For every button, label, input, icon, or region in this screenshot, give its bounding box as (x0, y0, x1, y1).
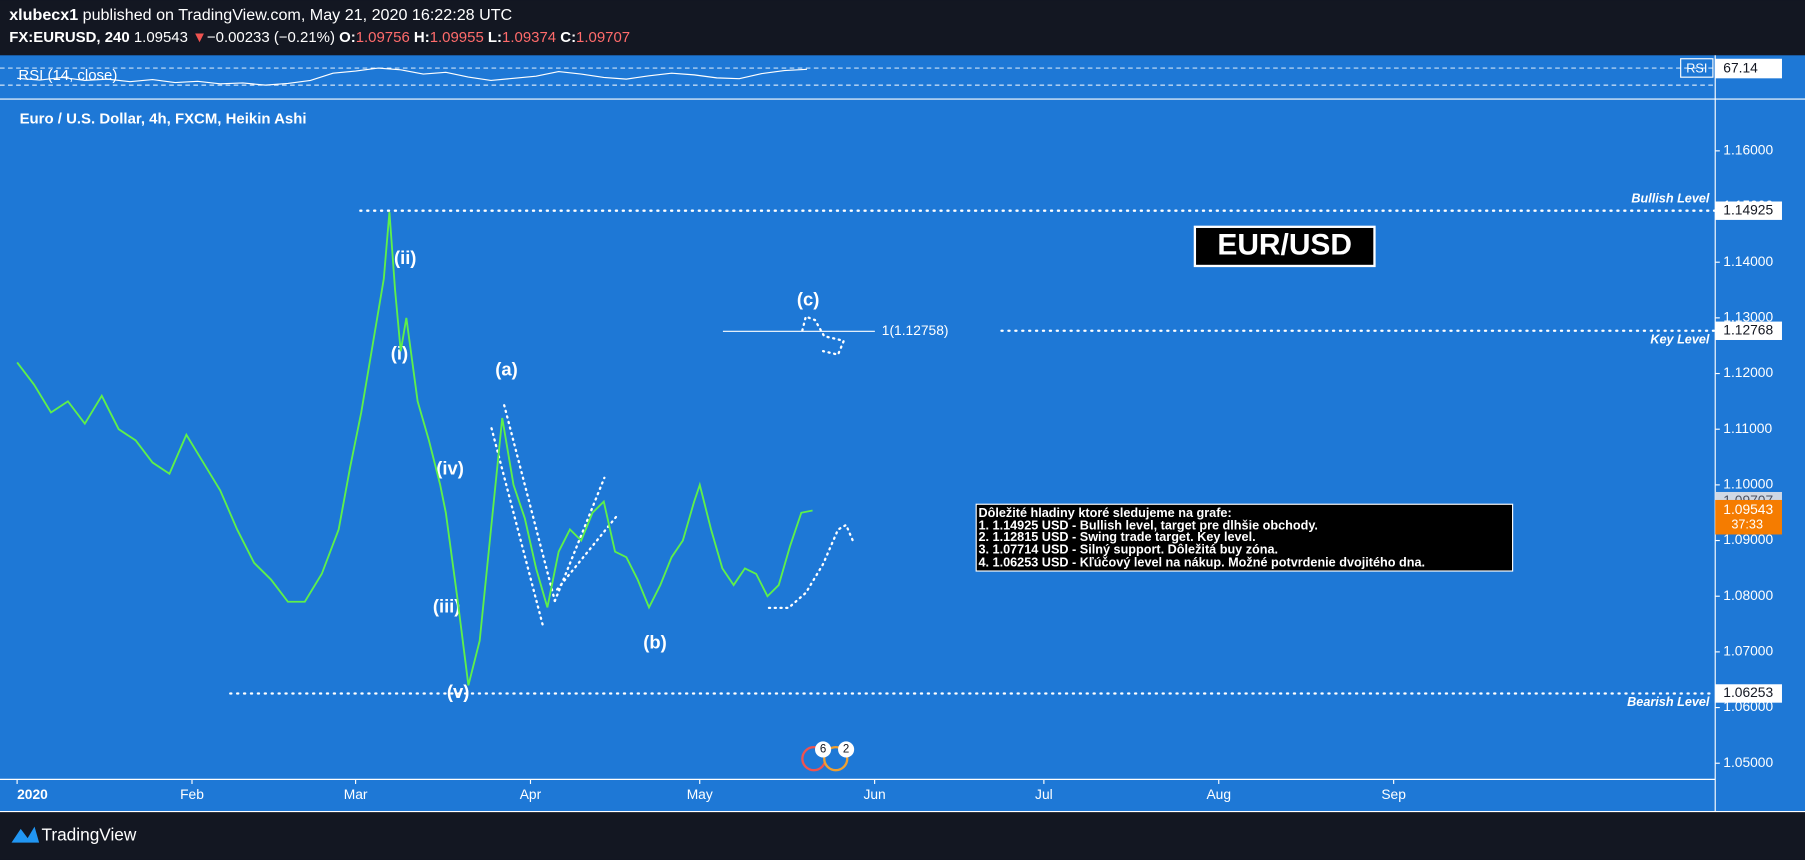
l-value: 1.09374 (502, 29, 556, 46)
wave-label: (a) (495, 359, 518, 380)
last: 1.09543 (134, 29, 188, 46)
x-tick-label: 2020 (17, 786, 48, 802)
y-tick-label: 1.08000 (1723, 587, 1773, 603)
y-tick-label: 1.16000 (1723, 141, 1773, 157)
rsi-line (17, 67, 807, 86)
event-badge (838, 741, 855, 758)
arrow: ▼ (192, 29, 207, 46)
publish-line: xlubecx1 published on TradingView.com, M… (9, 6, 512, 24)
event-count: 2 (843, 743, 849, 755)
level-name: Bullish Level (1631, 192, 1710, 206)
c-label: C: (560, 29, 576, 46)
symbol-line: FX:EURUSD, 240 1.09543 ▼−0.00233 (−0.21%… (9, 29, 630, 46)
wave-line (553, 476, 606, 603)
wave-drawings (490, 315, 855, 629)
o-value: 1.09756 (356, 29, 410, 46)
level-price-box (1715, 201, 1782, 220)
price-line (16, 212, 813, 686)
symbol: FX:EURUSD, 240 (9, 29, 130, 46)
tradingview-logo (11, 826, 40, 843)
info-line: Dôležité hladiny ktoré sledujeme na graf… (978, 506, 1231, 520)
fib-label: 1(1.12758) (882, 322, 949, 338)
y-tick-label: 1.14000 (1723, 253, 1773, 269)
level-price: 1.12768 (1723, 321, 1773, 337)
level-name: Bearish Level (1627, 695, 1710, 709)
rsi-title: RSI (14, close) (18, 67, 117, 84)
y-tick-label: 1.11000 (1723, 420, 1772, 436)
last-price: 1.09543 (1723, 501, 1773, 517)
o-label: O: (339, 29, 356, 46)
event-badge (815, 741, 832, 758)
info-line: 4. 1.06253 USD - Kľúčový level na nákup.… (978, 555, 1425, 569)
level-price-box (1715, 321, 1782, 340)
wave-label: (iii) (433, 596, 461, 617)
x-tick-label: Apr (520, 786, 542, 802)
x-tick-label: Sep (1381, 786, 1406, 802)
info-line: 3. 1.07714 USD - Silný support. Dôležitá… (978, 543, 1278, 557)
wave-line (556, 514, 619, 591)
level-price: 1.14925 (1723, 201, 1773, 217)
chart-title: Euro / U.S. Dollar, 4h, FXCM, Heikin Ash… (20, 111, 307, 128)
x-tick-label: Feb (180, 786, 204, 802)
x-tick-label: Mar (344, 786, 368, 802)
footer-brand[interactable]: TradingView (41, 824, 136, 844)
level-price: 1.06253 (1723, 684, 1773, 700)
h-label: H: (414, 29, 430, 46)
event-count: 6 (820, 743, 826, 755)
pair-box (1193, 225, 1376, 268)
y-tick-label: 1.07000 (1723, 643, 1773, 659)
last-price-box (1715, 499, 1782, 535)
x-tick-label: Aug (1206, 786, 1231, 802)
x-tick-label: Jul (1035, 786, 1053, 802)
countdown: 37:33 (1731, 518, 1763, 532)
x-tick-label: Jun (863, 786, 885, 802)
c-value: 1.09707 (576, 29, 630, 46)
wave-label: (v) (447, 681, 470, 702)
level-price-box (1715, 684, 1782, 703)
info-box (975, 503, 1514, 572)
wave-line (490, 427, 545, 629)
projection-line (767, 523, 855, 610)
h-value: 1.09955 (430, 29, 484, 46)
wave-label: (i) (391, 342, 408, 363)
y-tick-label: 1.13000 (1723, 309, 1773, 325)
level-name: Key Level (1650, 332, 1710, 346)
chart-background (0, 55, 1805, 812)
wave-line (503, 404, 557, 603)
wave-label: (b) (643, 631, 667, 652)
wave-label: (c) (797, 288, 820, 309)
pair-label: EUR/USD (1217, 228, 1352, 261)
published: published on TradingView.com, May 21, 20… (83, 6, 513, 24)
info-line: 1. 1.14925 USD - Bullish level, target p… (978, 518, 1317, 532)
change: −0.00233 (−0.21%) (207, 29, 335, 46)
info-line: 2. 1.12815 USD - Swing trade target. Key… (978, 530, 1255, 544)
l-label: L: (488, 29, 502, 46)
y-tick-label: 1.05000 (1723, 754, 1773, 770)
y-tick-label: 1.10000 (1723, 476, 1773, 492)
author: xlubecx1 (9, 6, 78, 24)
rsi-value-box (1715, 58, 1782, 79)
y-tick-label: 1.12000 (1723, 364, 1773, 380)
x-tick-label: May (687, 786, 713, 802)
wave-label: (ii) (394, 247, 417, 268)
rsi-value: 67.14 (1723, 60, 1758, 76)
wave-label: (iv) (436, 458, 464, 479)
y-tick-label: 1.09000 (1723, 531, 1773, 547)
